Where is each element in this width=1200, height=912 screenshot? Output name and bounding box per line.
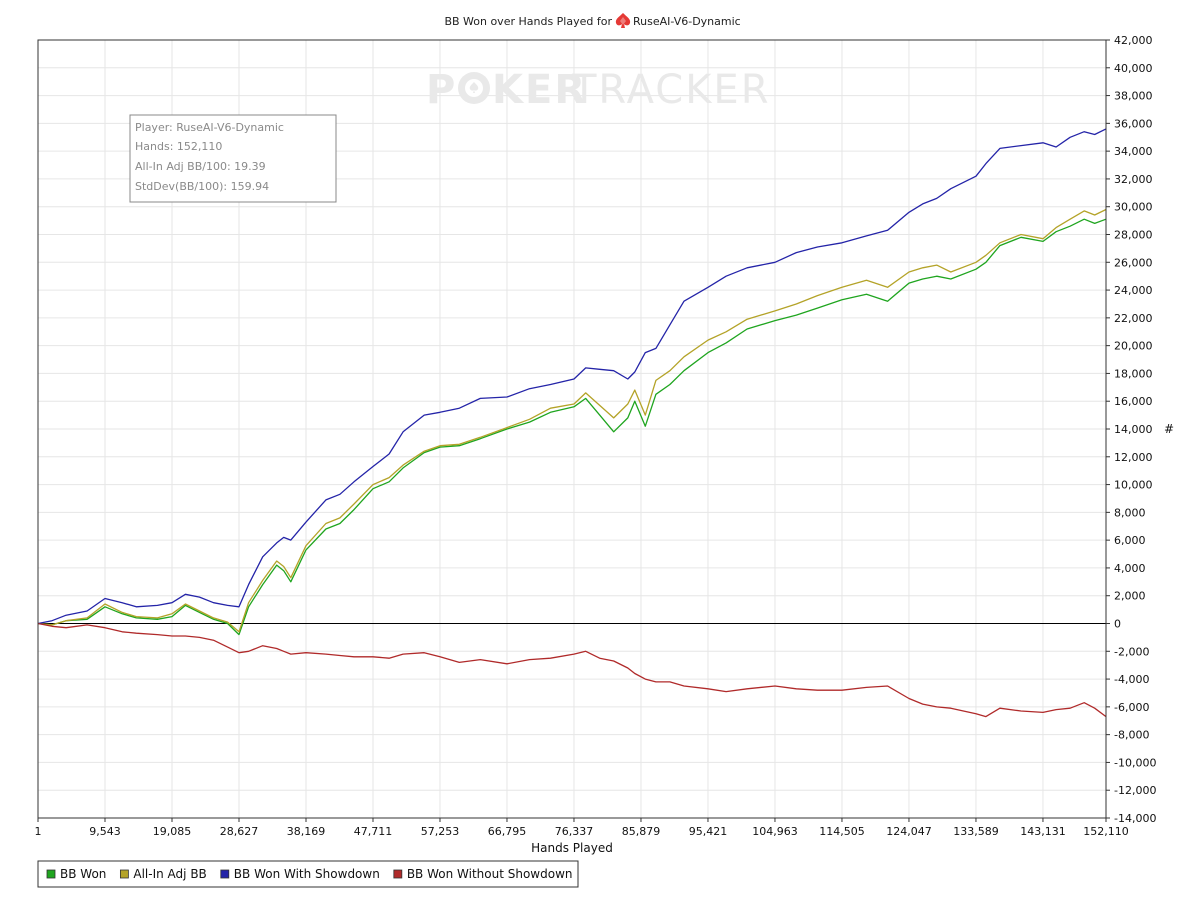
y-tick-label: 18,000 <box>1114 367 1153 380</box>
x-tick-label: 66,795 <box>488 825 527 838</box>
y-tick-label: 6,000 <box>1114 534 1146 547</box>
legend-items: BB Won All-In Adj BB BB Won With Showdown B… <box>46 867 573 881</box>
y-tick-label: 4,000 <box>1114 562 1146 575</box>
x-tick-label: 95,421 <box>689 825 728 838</box>
legend-swatch-bb-won-with-showdown <box>220 869 230 879</box>
poker-chip-icon <box>458 72 490 104</box>
y-tick-label: 36,000 <box>1114 117 1153 130</box>
x-tick-label: 28,627 <box>220 825 259 838</box>
y-tick-label: 14,000 <box>1114 423 1153 436</box>
y-tick-label: 38,000 <box>1114 90 1153 103</box>
x-tick-label: 143,131 <box>1020 825 1066 838</box>
watermark-text-left: P <box>426 67 457 113</box>
stats-player: Player: RuseAI-V6-Dynamic <box>135 121 284 134</box>
x-tick-label: 104,963 <box>752 825 798 838</box>
stats-stddev: StdDev(BB/100): 159.94 <box>135 180 269 193</box>
y-tick-label: 0 <box>1114 618 1121 631</box>
y-tick-label: 30,000 <box>1114 201 1153 214</box>
legend-label-bb-won: BB Won <box>60 867 106 881</box>
y-tick-label: 32,000 <box>1114 173 1153 186</box>
legend-label-bb-won-without-showdown: BB Won Without Showdown <box>407 867 573 881</box>
chart-title-player: RuseAI-V6-Dynamic <box>633 15 741 28</box>
series-line-all-in-adj-bb <box>37 208 1107 633</box>
x-tick-label: 76,337 <box>555 825 594 838</box>
y-tick-label: -10,000 <box>1114 756 1156 769</box>
grid-lines <box>37 39 1107 819</box>
legend-swatch-bb-won <box>46 869 56 879</box>
y-tick-label: 2,000 <box>1114 590 1146 603</box>
x-tick-label: 152,110 <box>1083 825 1129 838</box>
y-tick-label: -8,000 <box>1114 729 1149 742</box>
stats-allin-adj: All-In Adj BB/100: 19.39 <box>135 160 266 173</box>
series-lines <box>37 128 1107 718</box>
y-tick-label: 24,000 <box>1114 284 1153 297</box>
y-tick-label: 42,000 <box>1114 34 1153 47</box>
x-tick-label: 19,085 <box>153 825 192 838</box>
stats-hands: Hands: 152,110 <box>135 140 222 153</box>
legend-swatch-all-in-adj-bb <box>119 869 129 879</box>
y-axis-label: # <box>1164 422 1174 436</box>
x-tick-label: 9,543 <box>89 825 121 838</box>
x-axis-label: Hands Played <box>531 841 613 855</box>
x-tick-label: 114,505 <box>819 825 865 838</box>
x-tick-label: 57,253 <box>421 825 460 838</box>
spade-diamond-icon <box>615 13 631 28</box>
watermark-logo: P KER TRACKER <box>426 67 771 113</box>
x-tick-label: 47,711 <box>354 825 393 838</box>
stats-box: Player: RuseAI-V6-Dynamic Hands: 152,110… <box>129 114 337 203</box>
y-tick-label: 34,000 <box>1114 145 1153 158</box>
y-tick-label: -12,000 <box>1114 784 1156 797</box>
x-axis: 1 9,543 19,085 28,627 38,169 47,711 57,253 66,7… <box>35 818 1129 838</box>
y-tick-label: 20,000 <box>1114 340 1153 353</box>
y-tick-label: -2,000 <box>1114 645 1149 658</box>
y-tick-label: 22,000 <box>1114 312 1153 325</box>
y-tick-label: -6,000 <box>1114 701 1149 714</box>
y-tick-label: 10,000 <box>1114 479 1153 492</box>
y-tick-label: 8,000 <box>1114 506 1146 519</box>
x-tick-label: 1 <box>35 825 42 838</box>
y-tick-label: -4,000 <box>1114 673 1149 686</box>
legend-swatch-bb-won-without-showdown <box>393 869 403 879</box>
x-tick-label: 85,879 <box>622 825 661 838</box>
legend-label-all-in-adj-bb: All-In Adj BB <box>133 867 206 881</box>
legend: BB Won All-In Adj BB BB Won With Showdown B… <box>37 860 579 888</box>
y-tick-label: 40,000 <box>1114 62 1153 75</box>
y-tick-label: 26,000 <box>1114 256 1153 269</box>
y-tick-label: 16,000 <box>1114 395 1153 408</box>
x-tick-label: 38,169 <box>287 825 326 838</box>
series-line-bb-won <box>37 218 1107 636</box>
x-tick-label: 133,589 <box>953 825 999 838</box>
y-tick-label: -14,000 <box>1114 812 1156 825</box>
y-axis: -14,000 -12,000 -10,000 -8,000 -6,000 -4,000 -… <box>1106 34 1156 825</box>
y-tick-label: 28,000 <box>1114 229 1153 242</box>
series-line-bb-won-without-showdown <box>37 622 1107 718</box>
series-line-bb-won-with-showdown <box>37 128 1107 625</box>
legend-label-bb-won-with-showdown: BB Won With Showdown <box>234 867 380 881</box>
y-tick-label: 12,000 <box>1114 451 1153 464</box>
stats-box-frame <box>129 114 337 203</box>
watermark-text-middle: KER <box>492 67 587 113</box>
chart-title: BB Won over Hands Played for <box>444 15 612 28</box>
watermark-text-right: TRACKER <box>571 67 771 113</box>
x-tick-label: 124,047 <box>886 825 932 838</box>
